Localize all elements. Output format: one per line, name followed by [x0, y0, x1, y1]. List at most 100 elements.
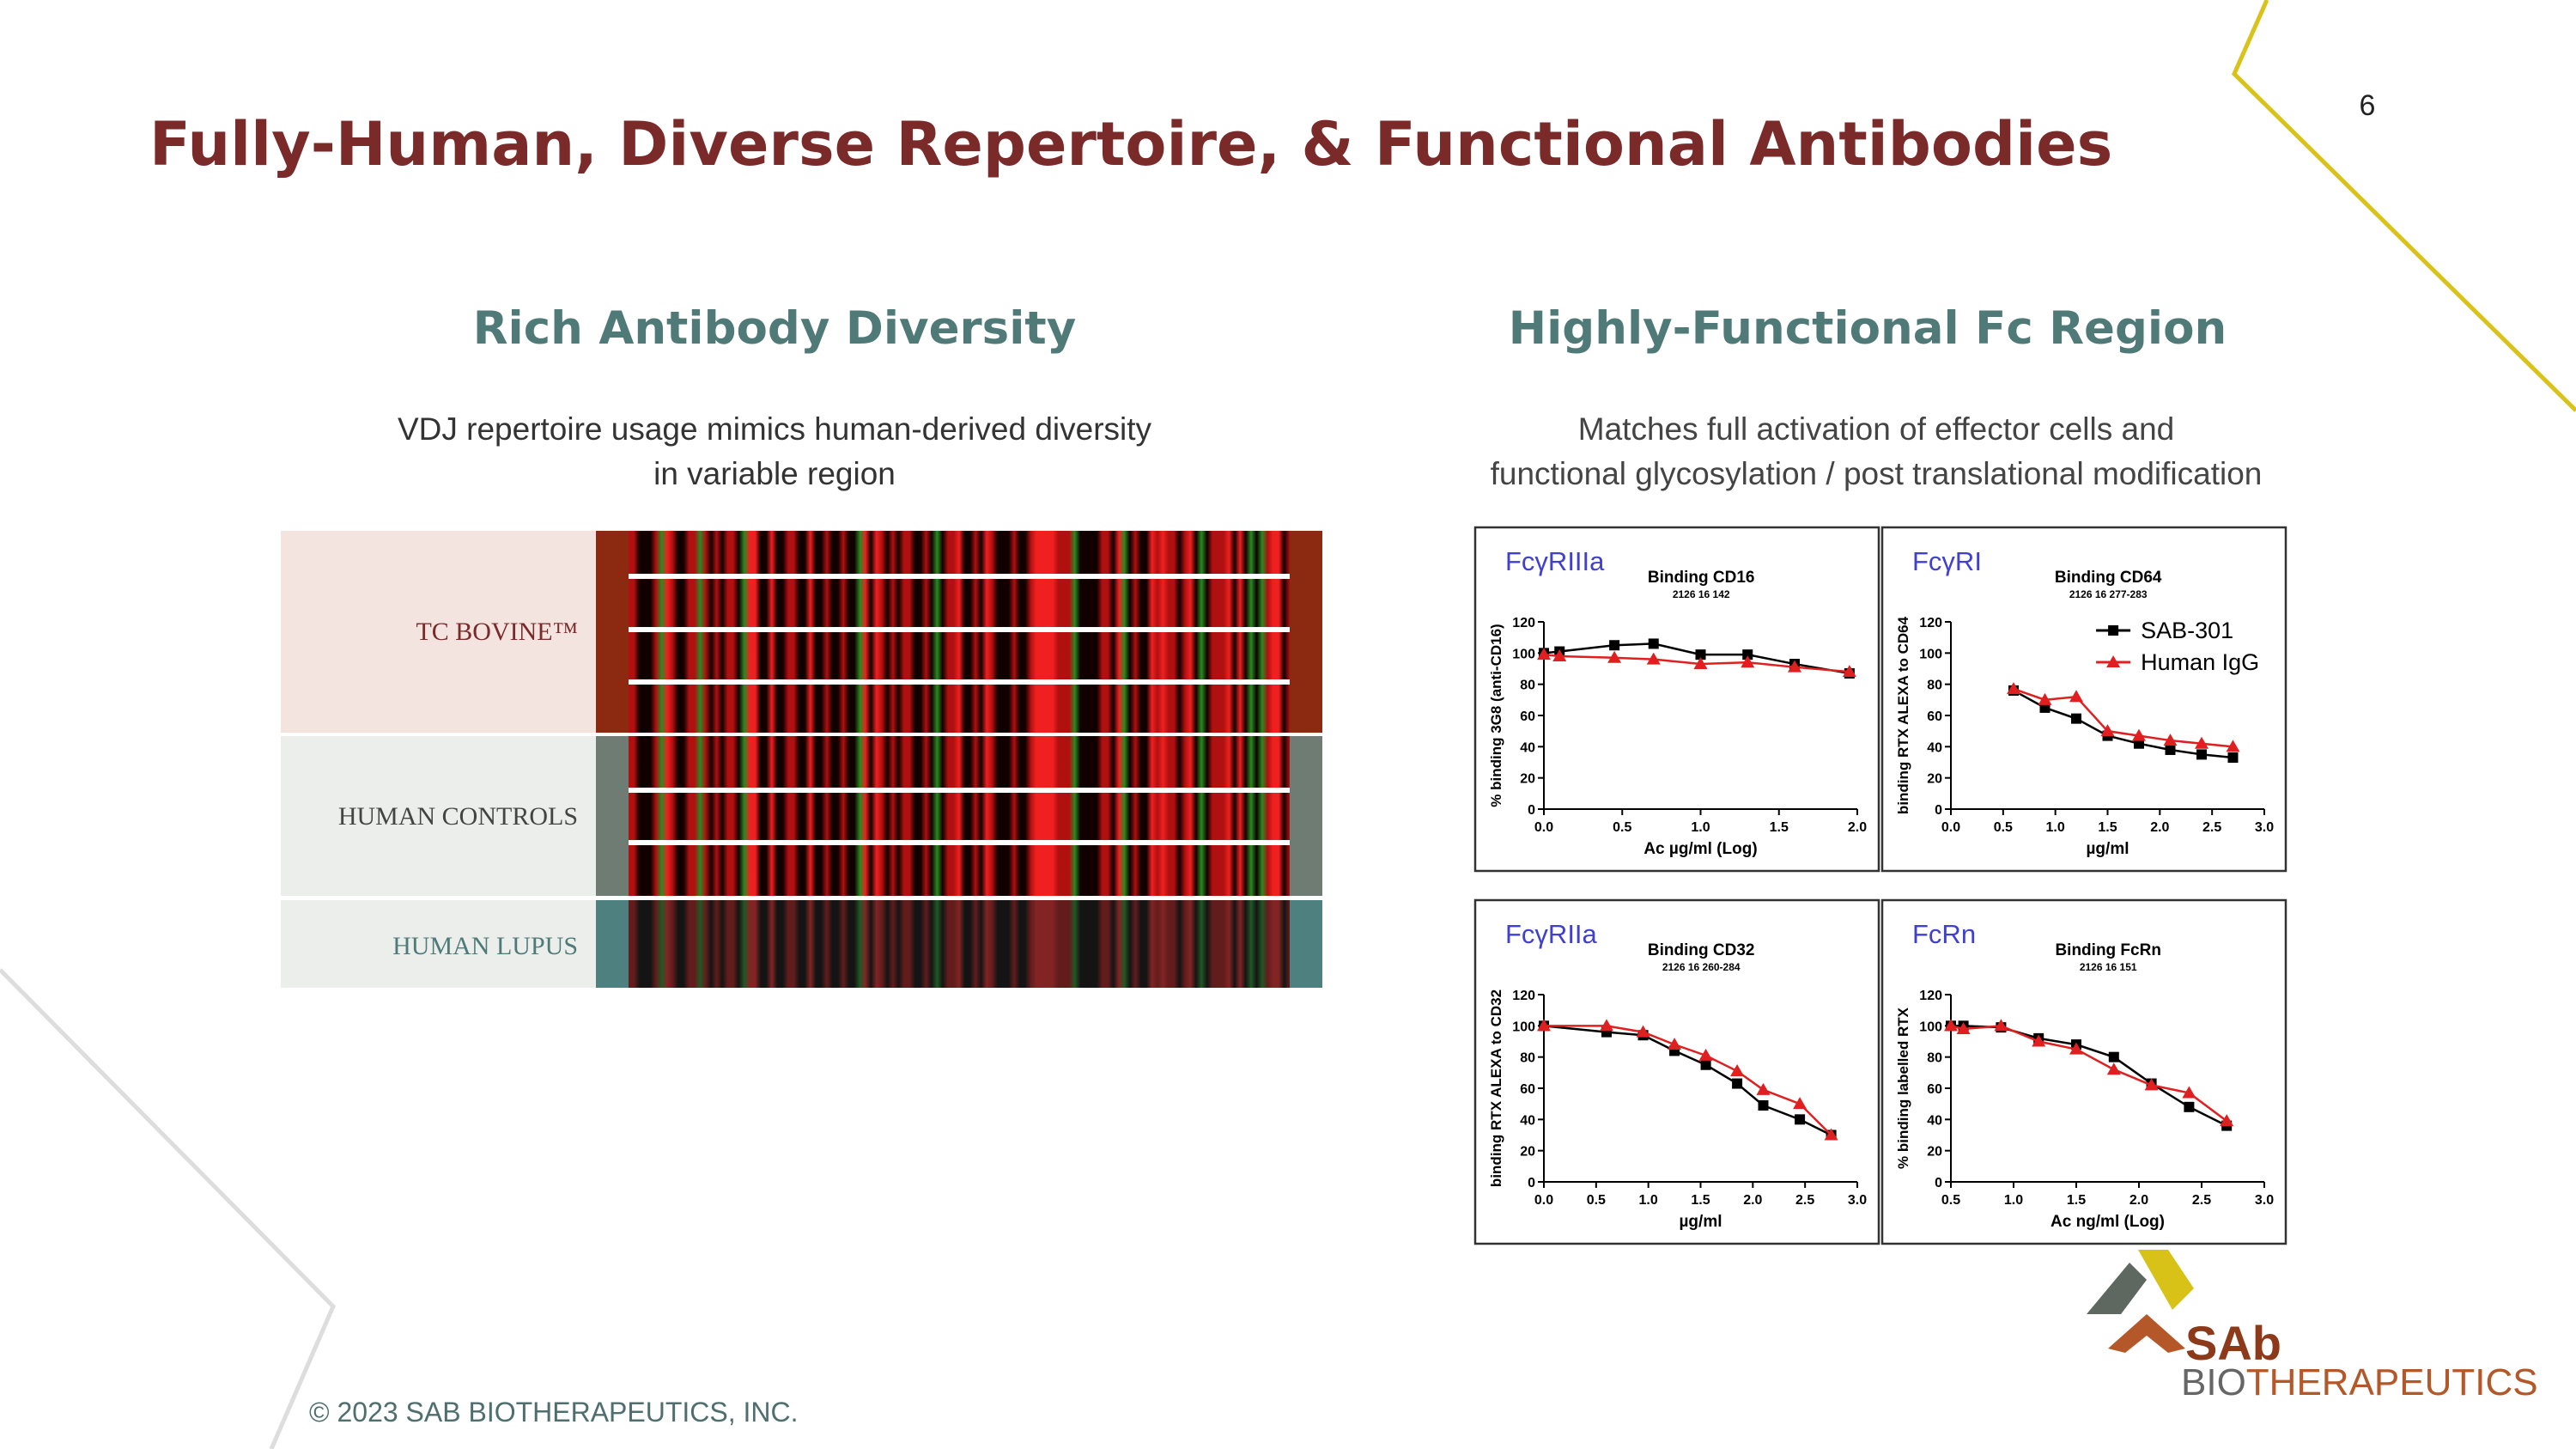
x-tick-label: 1.0 [1639, 1193, 1658, 1208]
marker [2226, 740, 2240, 752]
marker [1756, 1082, 1771, 1095]
chart-subtitle: 2126 16 260-284 [1662, 961, 1741, 973]
y-tick-label: 120 [1919, 989, 1942, 1003]
chart-label: FcγRIIIa [1505, 546, 1605, 576]
marker [1793, 1097, 1807, 1110]
y-axis-label: binding RTX ALEXA to CD32 [1488, 989, 1504, 1187]
x-axis-label: µg/ml [2086, 840, 2129, 858]
x-tick-label: 2.5 [2192, 1193, 2211, 1208]
x-tick-label: 1.5 [1770, 820, 1789, 835]
x-tick-label: 1.0 [1691, 820, 1710, 835]
y-axis-label: % binding labelled RTX [1895, 1007, 1911, 1169]
series-line [2013, 689, 2233, 759]
decor-line [0, 968, 336, 1449]
row-label: TC BOVINE™ [416, 618, 578, 646]
marker [1700, 1059, 1711, 1070]
marker [1842, 665, 1856, 678]
y-tick-label: 80 [1927, 679, 1942, 693]
y-tick-label: 120 [1919, 616, 1942, 630]
y-tick-label: 100 [1919, 647, 1942, 661]
chart-subtitle: 2126 16 277-283 [2069, 588, 2148, 600]
heatmap-shade [629, 900, 1290, 988]
x-axis-label: µg/ml [1679, 1213, 1722, 1231]
chart: FcRn Binding FcRn 2126 16 151 0 20 40 60 80 100 1… [1880, 898, 2287, 1245]
legend-label: Human IgG [2141, 649, 2259, 675]
marker [1537, 648, 1551, 661]
x-tick-label: 0.5 [1587, 1193, 1606, 1208]
x-tick-label: 3.0 [2255, 1193, 2274, 1208]
y-tick-label: 80 [1927, 1051, 1942, 1066]
marker [2165, 744, 2176, 755]
marker [2108, 1051, 2119, 1062]
chart-subtitle: 2126 16 151 [2080, 961, 2137, 973]
chart-title: Binding CD64 [2055, 569, 2162, 587]
logo-shape [2087, 1263, 2147, 1314]
decor-line [2232, 0, 2576, 412]
heatmap-stripes [629, 736, 1290, 896]
section-text: functional glycosylation / post translat… [1491, 456, 2263, 491]
section-text: Matches full activation of effector cell… [1578, 411, 2174, 447]
x-tick-label: 0.5 [1613, 820, 1631, 835]
y-tick-label: 0 [1528, 803, 1535, 818]
row-label-cell [281, 736, 596, 896]
marker [1741, 655, 1755, 668]
slide-title: Fully-Human, Diverse Repertoire, & Funct… [149, 109, 2112, 180]
row-label: HUMAN LUPUS [392, 932, 578, 960]
y-axis-label: binding RTX ALEXA to CD64 [1895, 616, 1911, 814]
logo-text-part: BIO [2181, 1361, 2246, 1403]
marker [1944, 1019, 1958, 1032]
marker [1537, 1019, 1551, 1032]
x-tick-label: 1.0 [2046, 820, 2065, 835]
x-axis-label: Ac ng/ml (Log) [2050, 1213, 2165, 1231]
y-tick-label: 20 [1520, 1145, 1535, 1160]
marker [2038, 692, 2052, 705]
chart-title: Binding CD32 [1648, 941, 1755, 959]
marker [2182, 1086, 2196, 1099]
y-tick-label: 40 [1520, 740, 1535, 755]
marker [2032, 1034, 2046, 1047]
marker [1824, 1128, 1838, 1141]
marker [1668, 1038, 1682, 1050]
chart-subtitle: 2126 16 142 [1673, 588, 1730, 600]
marker [2134, 738, 2144, 749]
x-tick-label: 3.0 [1848, 1193, 1867, 1208]
x-tick-label: 1.0 [2004, 1193, 2023, 1208]
marker [2144, 1078, 2159, 1091]
marker [1788, 660, 1801, 673]
marker [2069, 690, 2083, 703]
y-tick-label: 20 [1927, 772, 1942, 787]
heatmap: TC BOVINE™ HUMAN CONTROLS HUMAN LUPUS [281, 531, 1322, 988]
x-tick-label: 0.5 [1941, 1193, 1960, 1208]
y-tick-label: 20 [1927, 1145, 1942, 1160]
marker [1695, 649, 1706, 661]
y-tick-label: 0 [1528, 1176, 1535, 1190]
x-tick-label: 2.0 [2150, 820, 2169, 835]
logo-text: BIOTHERAPEUTICS [2181, 1361, 2538, 1403]
series-line [2013, 687, 2233, 748]
legend-label: SAB-301 [2141, 618, 2233, 643]
marker [2100, 724, 2115, 737]
footer: © 2023 SAB BIOTHERAPEUTICS, INC. [309, 1397, 799, 1428]
x-tick-label: 2.0 [1743, 1193, 1762, 1208]
series-line [1543, 642, 1850, 675]
marker [2184, 1101, 2195, 1112]
y-axis-label: % binding 3G8 (anti-CD16) [1488, 624, 1504, 807]
y-tick-label: 20 [1520, 772, 1535, 787]
marker [1600, 1019, 1613, 1032]
y-tick-label: 60 [1520, 709, 1535, 724]
marker [1795, 1114, 1806, 1125]
marker [1648, 638, 1659, 649]
y-tick-label: 60 [1927, 1082, 1942, 1097]
y-tick-label: 0 [1935, 1176, 1942, 1190]
y-tick-label: 60 [1927, 709, 1942, 724]
y-tick-label: 0 [1935, 803, 1942, 818]
x-axis-label: Ac µg/ml (Log) [1643, 840, 1757, 858]
x-tick-label: 1.5 [2067, 1193, 2086, 1208]
logo-text-part: THERAPEUTICS [2246, 1361, 2538, 1403]
x-tick-label: 2.5 [2202, 820, 2221, 835]
legend-marker [2106, 655, 2121, 667]
marker [1609, 640, 1620, 651]
section-heading: Rich Antibody Diversity [473, 302, 1077, 355]
chart-label: FcRn [1912, 919, 1976, 949]
